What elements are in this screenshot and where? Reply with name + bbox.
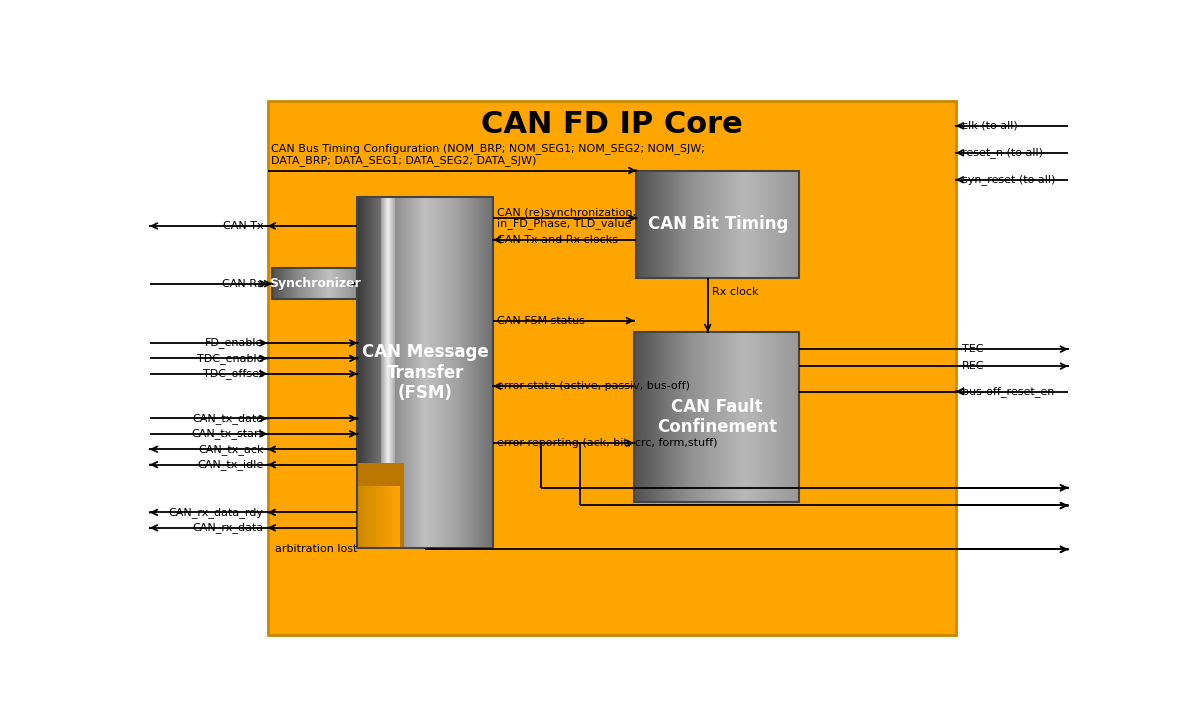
Text: CAN Rx: CAN Rx: [222, 279, 264, 289]
Text: bus-off_reset_en: bus-off_reset_en: [962, 386, 1054, 397]
Text: CAN Fault
Confinement: CAN Fault Confinement: [657, 397, 776, 436]
Text: CAN_tx_start: CAN_tx_start: [192, 428, 264, 439]
Text: CAN_rx_data_rdy: CAN_rx_data_rdy: [169, 507, 264, 518]
Text: Synchronizer: Synchronizer: [268, 277, 361, 290]
Text: error reporting (ack, bit, crc, form,stuff): error reporting (ack, bit, crc, form,stu…: [497, 438, 718, 448]
Text: CAN_tx_ack: CAN_tx_ack: [198, 444, 264, 455]
Text: CAN_rx_data: CAN_rx_data: [193, 523, 264, 533]
Text: reset_n (to all): reset_n (to all): [962, 147, 1043, 158]
Bar: [357, 197, 494, 548]
Bar: [357, 463, 404, 548]
Text: CAN_tx_idle: CAN_tx_idle: [198, 459, 264, 470]
Text: CAN FD IP Core: CAN FD IP Core: [480, 110, 743, 139]
Text: clk (to all): clk (to all): [962, 121, 1017, 131]
Text: REC: REC: [962, 361, 985, 371]
Bar: [636, 170, 799, 278]
Text: CAN Message
Transfer
(FSM): CAN Message Transfer (FSM): [362, 343, 489, 403]
Bar: [267, 101, 956, 635]
Text: error state (active, passiv, bus-off): error state (active, passiv, bus-off): [497, 381, 690, 391]
Text: CAN (re)synchronization,: CAN (re)synchronization,: [497, 208, 636, 218]
Text: CAN_tx_data: CAN_tx_data: [193, 413, 264, 424]
Text: arbitration lost: arbitration lost: [276, 545, 358, 554]
Text: CAN FSM status: CAN FSM status: [497, 316, 585, 325]
Text: in_FD_Phase, TLD_value: in_FD_Phase, TLD_value: [497, 218, 631, 229]
Text: CAN Bus Timing Configuration (NOM_BRP; NOM_SEG1; NOM_SEG2; NOM_SJW;: CAN Bus Timing Configuration (NOM_BRP; N…: [272, 143, 706, 154]
Text: TEC: TEC: [962, 344, 984, 354]
Text: CAN Tx and Rx clocks: CAN Tx and Rx clocks: [497, 235, 618, 245]
Text: CAN Tx: CAN Tx: [223, 221, 264, 231]
Text: TDC_enable: TDC_enable: [198, 353, 264, 364]
Text: syn_reset (to all): syn_reset (to all): [962, 174, 1055, 185]
Text: DATA_BRP; DATA_SEG1; DATA_SEG2; DATA_SJW): DATA_BRP; DATA_SEG1; DATA_SEG2; DATA_SJW…: [272, 155, 537, 166]
Bar: [272, 269, 357, 299]
Text: CAN Bit Timing: CAN Bit Timing: [648, 215, 788, 234]
Text: TDC_offset: TDC_offset: [204, 368, 264, 379]
Text: Rx clock: Rx clock: [712, 287, 758, 297]
Text: FD_enable: FD_enable: [205, 338, 264, 349]
Bar: [634, 332, 799, 502]
